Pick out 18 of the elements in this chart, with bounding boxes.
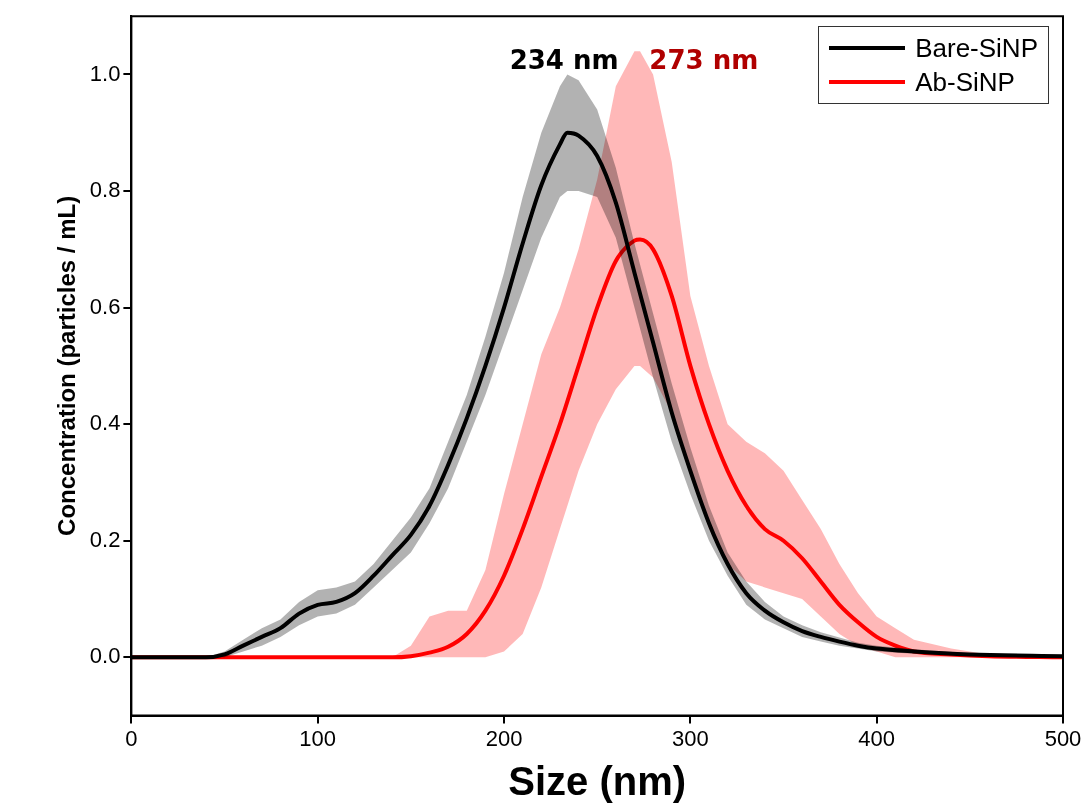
y-tick-label: 0.4 [89,410,121,436]
y-axis-title: Concentration (particles / mL) [53,195,81,536]
x-tick-label: 100 [299,725,337,751]
y-tick-label: 0.8 [89,177,121,203]
legend-label: Bare-SiNP [915,32,1038,64]
x-tick-label: 500 [1044,725,1082,751]
x-tick-label: 300 [671,725,709,751]
y-tick-label: 0.0 [89,643,121,669]
y-tick-label: 0.2 [89,526,121,552]
x-tick-label: 0 [125,725,138,751]
annotation: 273 nm [649,44,759,75]
y-tick-label: 0.6 [89,293,121,319]
x-axis-title: Size (nm) [508,759,687,804]
legend-label: Ab-SiNP [915,66,1015,98]
x-tick-label: 200 [485,725,523,751]
x-tick-label: 400 [858,725,896,751]
y-tick-label: 1.0 [89,60,121,86]
annotation: 234 nm [509,44,619,75]
